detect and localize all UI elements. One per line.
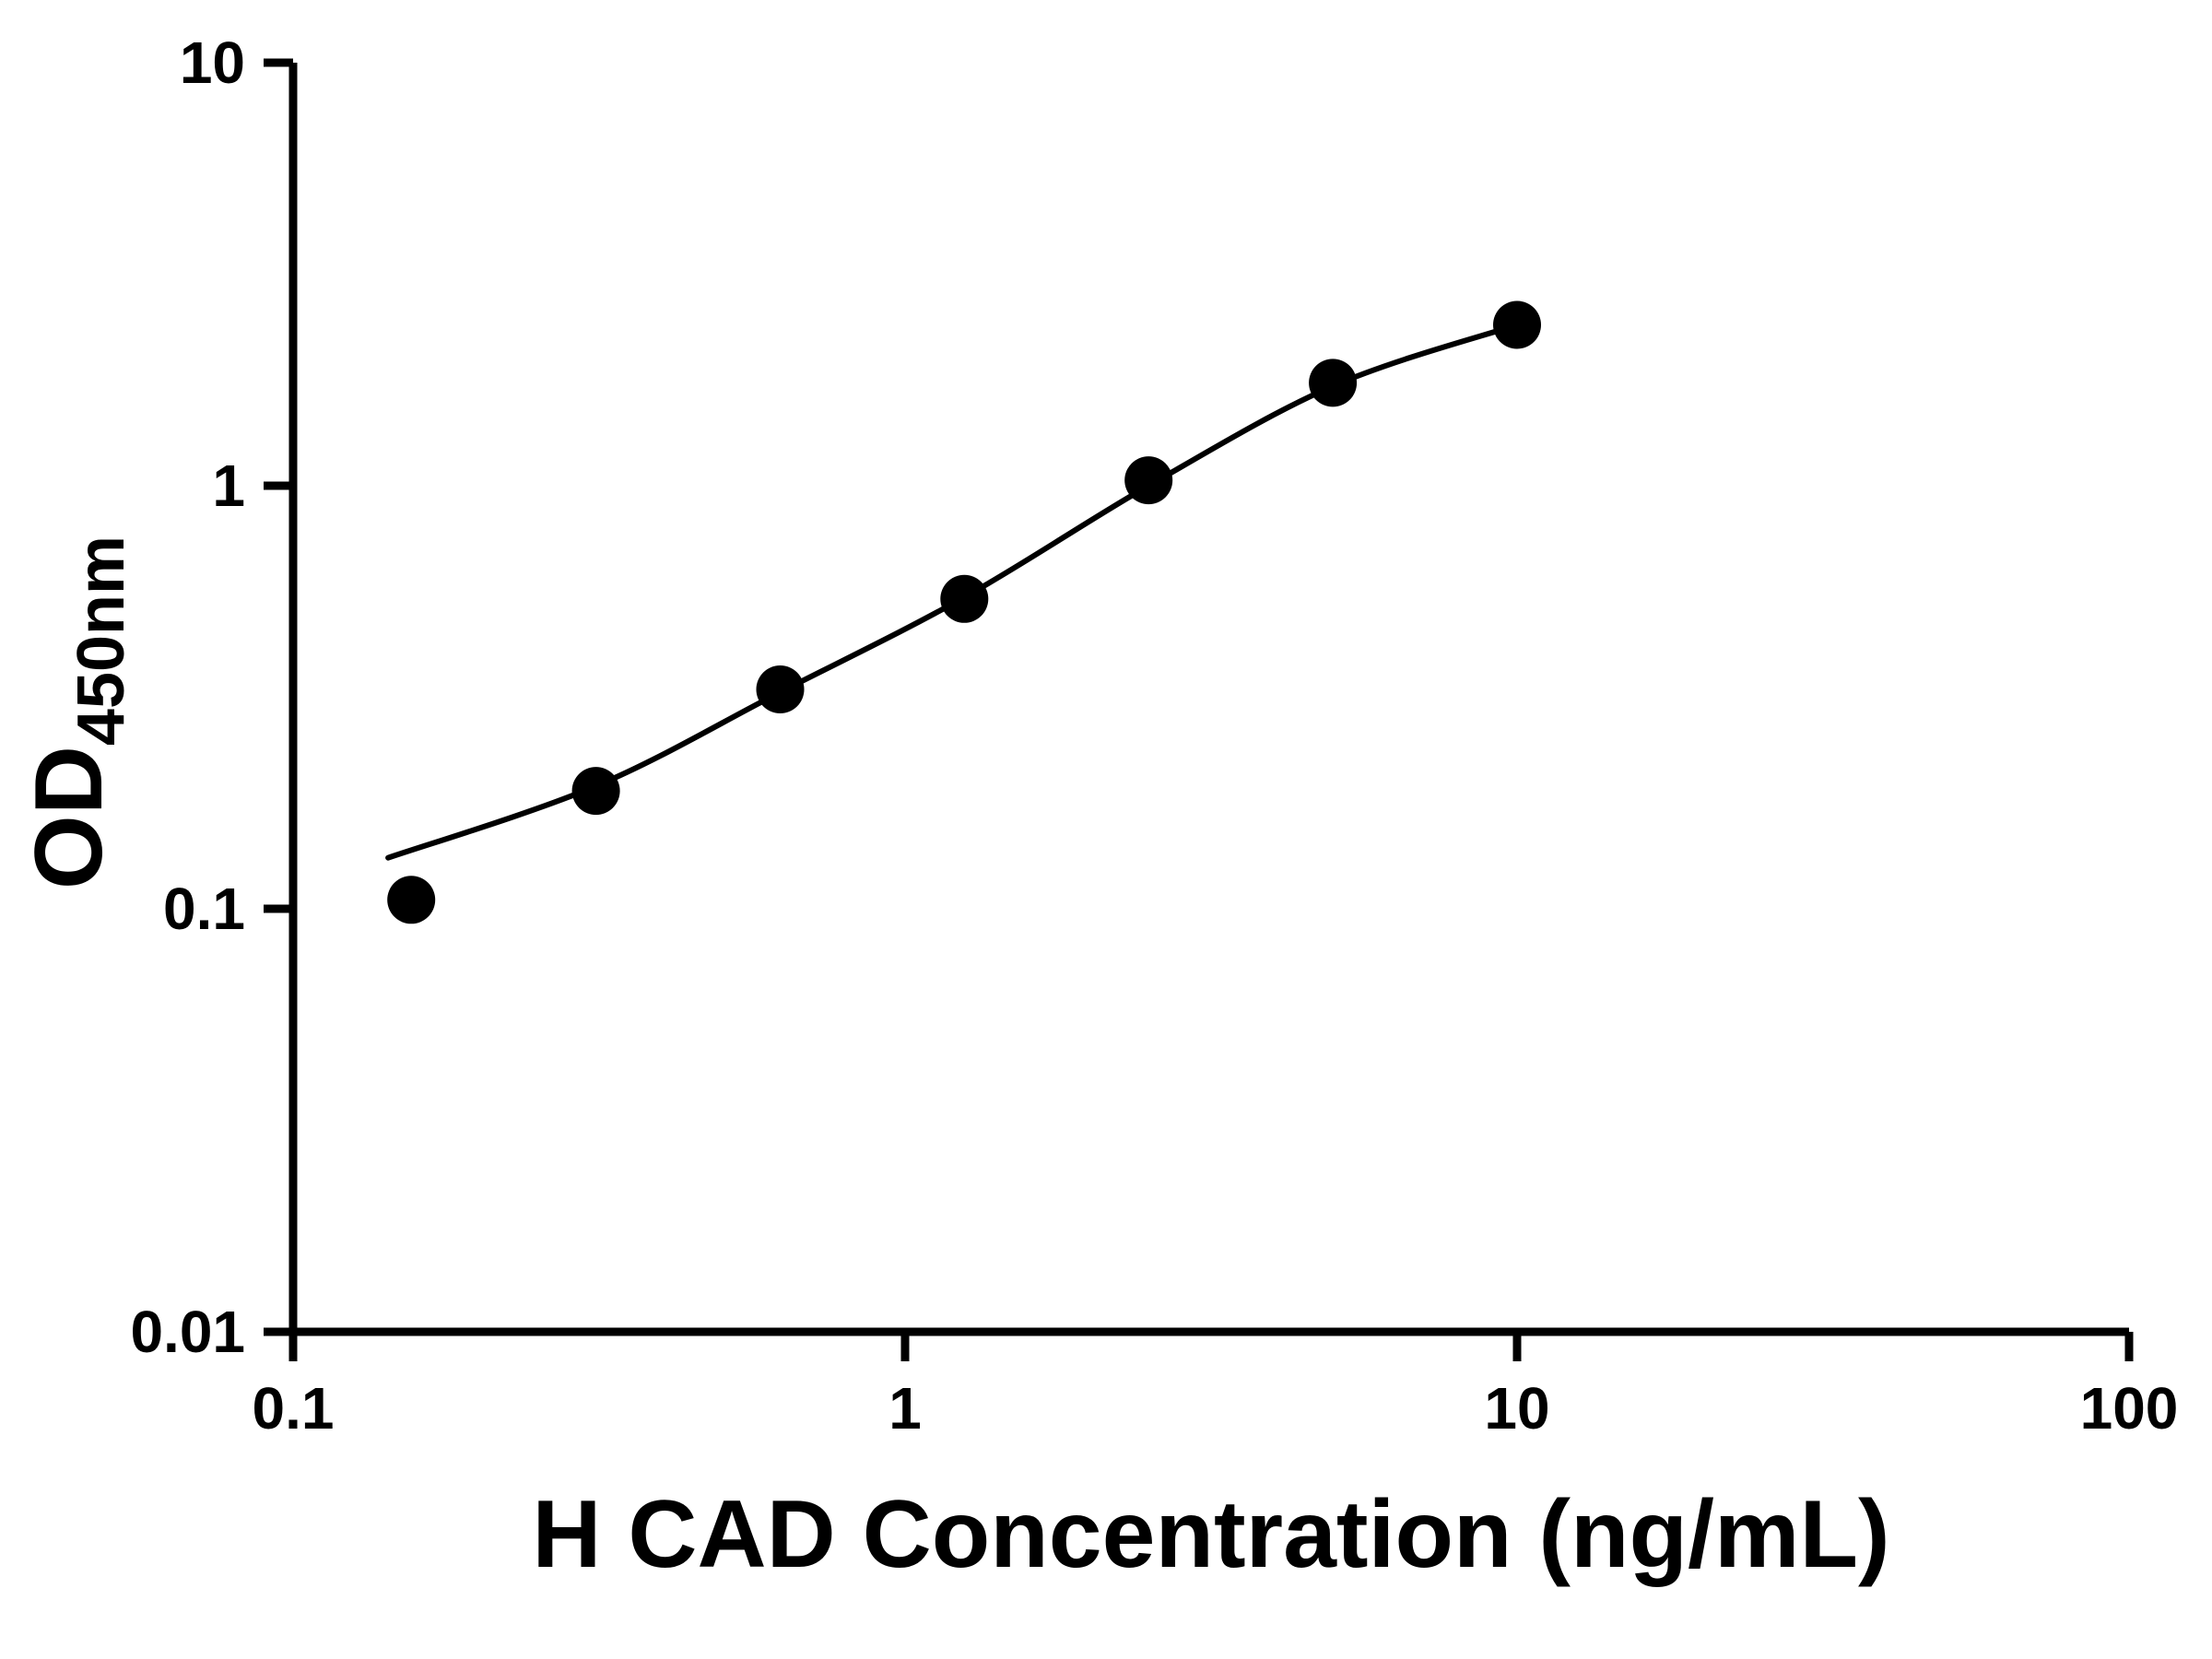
data-point [940,574,989,623]
y-axis-title-main: OD [16,746,123,889]
data-point [1309,359,1358,407]
x-axis-title: H CAD Concentration (ng/mL) [532,1481,1889,1588]
x-axis-tick-label: 0.1 [253,1375,335,1441]
y-axis-tick-label: 1 [212,453,245,519]
data-point [571,767,620,816]
data-point [387,876,436,924]
y-axis-title-sub: 450nm [65,535,138,746]
x-axis-tick-label: 100 [2080,1375,2179,1441]
axes-spine [288,63,2129,1336]
data-point [756,665,805,713]
y-axis-title: OD450nm [16,535,138,889]
data-point [1493,300,1541,349]
y-axis-tick-label: 0.1 [163,876,245,942]
y-axis-tick-label: 10 [180,29,245,96]
y-axis-tick-label: 0.01 [130,1299,245,1365]
data-point [1124,456,1173,505]
x-axis-tick-label: 10 [1484,1375,1549,1441]
x-axis-tick-label: 1 [888,1375,922,1441]
